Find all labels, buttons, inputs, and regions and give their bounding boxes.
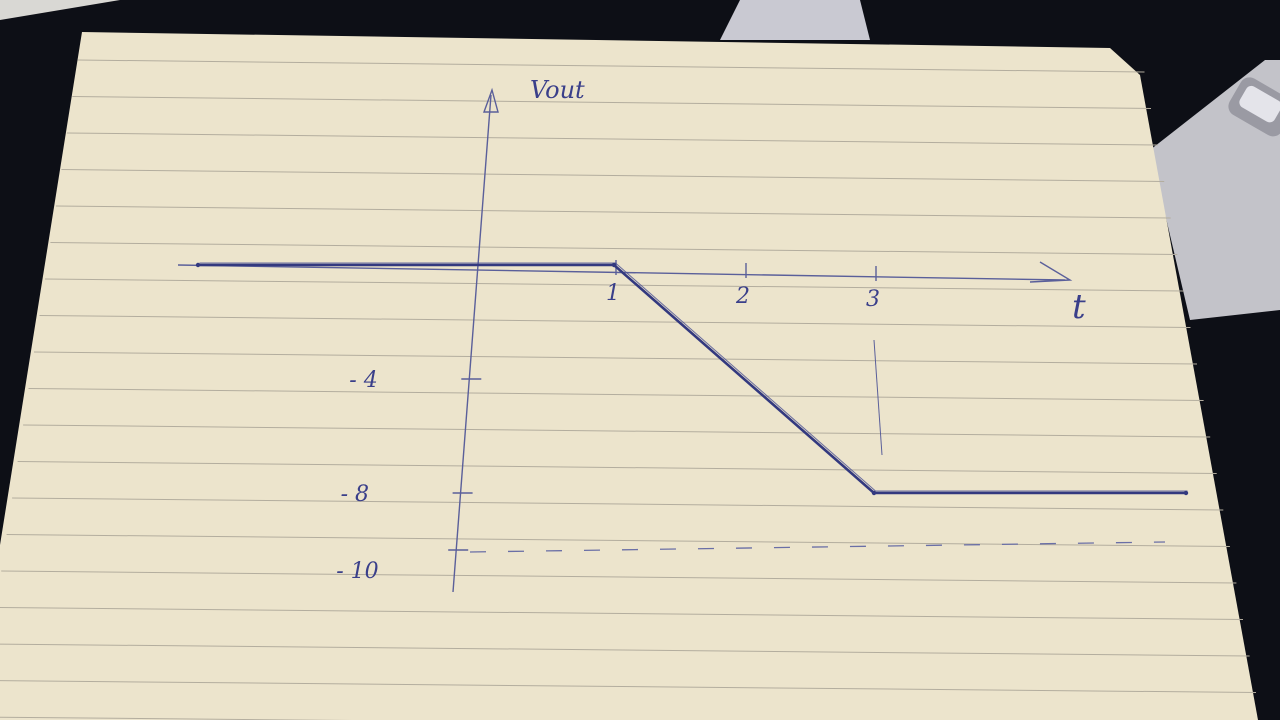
x-axis-label: t xyxy=(1072,287,1086,327)
paper-rule-line xyxy=(0,680,1257,693)
paper-rule-line xyxy=(1,570,1237,584)
y-axis xyxy=(452,94,492,593)
series-point xyxy=(871,490,877,496)
series-line xyxy=(196,263,1188,495)
white-sheet-right xyxy=(1150,60,1280,320)
series-point xyxy=(195,262,201,268)
paper-rule-line xyxy=(55,205,1171,219)
series-point xyxy=(1183,490,1189,496)
paper-rule-lines xyxy=(0,59,1257,720)
paper-rule-line xyxy=(28,388,1204,401)
series-points xyxy=(195,262,1189,496)
x-3-guide-line xyxy=(873,339,883,456)
y-axis-arrow-head xyxy=(483,87,499,113)
x-axis-arrow-head xyxy=(1029,261,1073,283)
x-tick-label: 1 xyxy=(606,281,620,306)
paper-rule-line xyxy=(0,716,352,720)
pen-cap-object xyxy=(1228,77,1280,137)
y-axis-label: Vout xyxy=(530,76,585,104)
sketched-line-chart: 1 2 3 - 4 - 8 - 10 Vout t xyxy=(177,76,1189,593)
y-tick-label: - 10 xyxy=(336,559,378,584)
reference-dashed-line xyxy=(469,541,1166,553)
paper-rule-line xyxy=(72,96,1152,109)
paper-rule-line xyxy=(23,424,1211,438)
paper-rule-line xyxy=(17,461,1217,474)
white-sheet-corner-topleft xyxy=(0,0,120,20)
paper-rule-line xyxy=(6,534,1230,547)
x-tick-label: 2 xyxy=(735,284,750,309)
series-point xyxy=(611,262,617,268)
y-tick-labels: - 4 - 8 - 10 xyxy=(336,368,378,584)
x-tick-labels: 1 2 3 xyxy=(606,281,880,312)
paper-rule-line xyxy=(0,643,1250,657)
paper-rule-line xyxy=(61,169,1165,182)
paper-rule-line xyxy=(12,497,1224,511)
y-tick-label: - 8 xyxy=(341,482,369,507)
y-tick-label: - 4 xyxy=(349,368,377,393)
x-tick-label: 3 xyxy=(866,287,880,312)
paper-rule-line xyxy=(0,607,1244,620)
paper-rule-line xyxy=(39,315,1191,328)
notebook-paper xyxy=(0,32,1258,720)
paper-rule-line xyxy=(77,59,1145,73)
paper-rule-line xyxy=(33,351,1198,365)
y-tick-marks xyxy=(448,378,482,551)
white-sheet-behind xyxy=(720,0,870,40)
paper-rule-line xyxy=(66,132,1158,146)
paper-rule-line xyxy=(50,242,1178,255)
paper-rule-line xyxy=(44,278,1184,292)
series-line-overstroke xyxy=(199,262,1188,492)
